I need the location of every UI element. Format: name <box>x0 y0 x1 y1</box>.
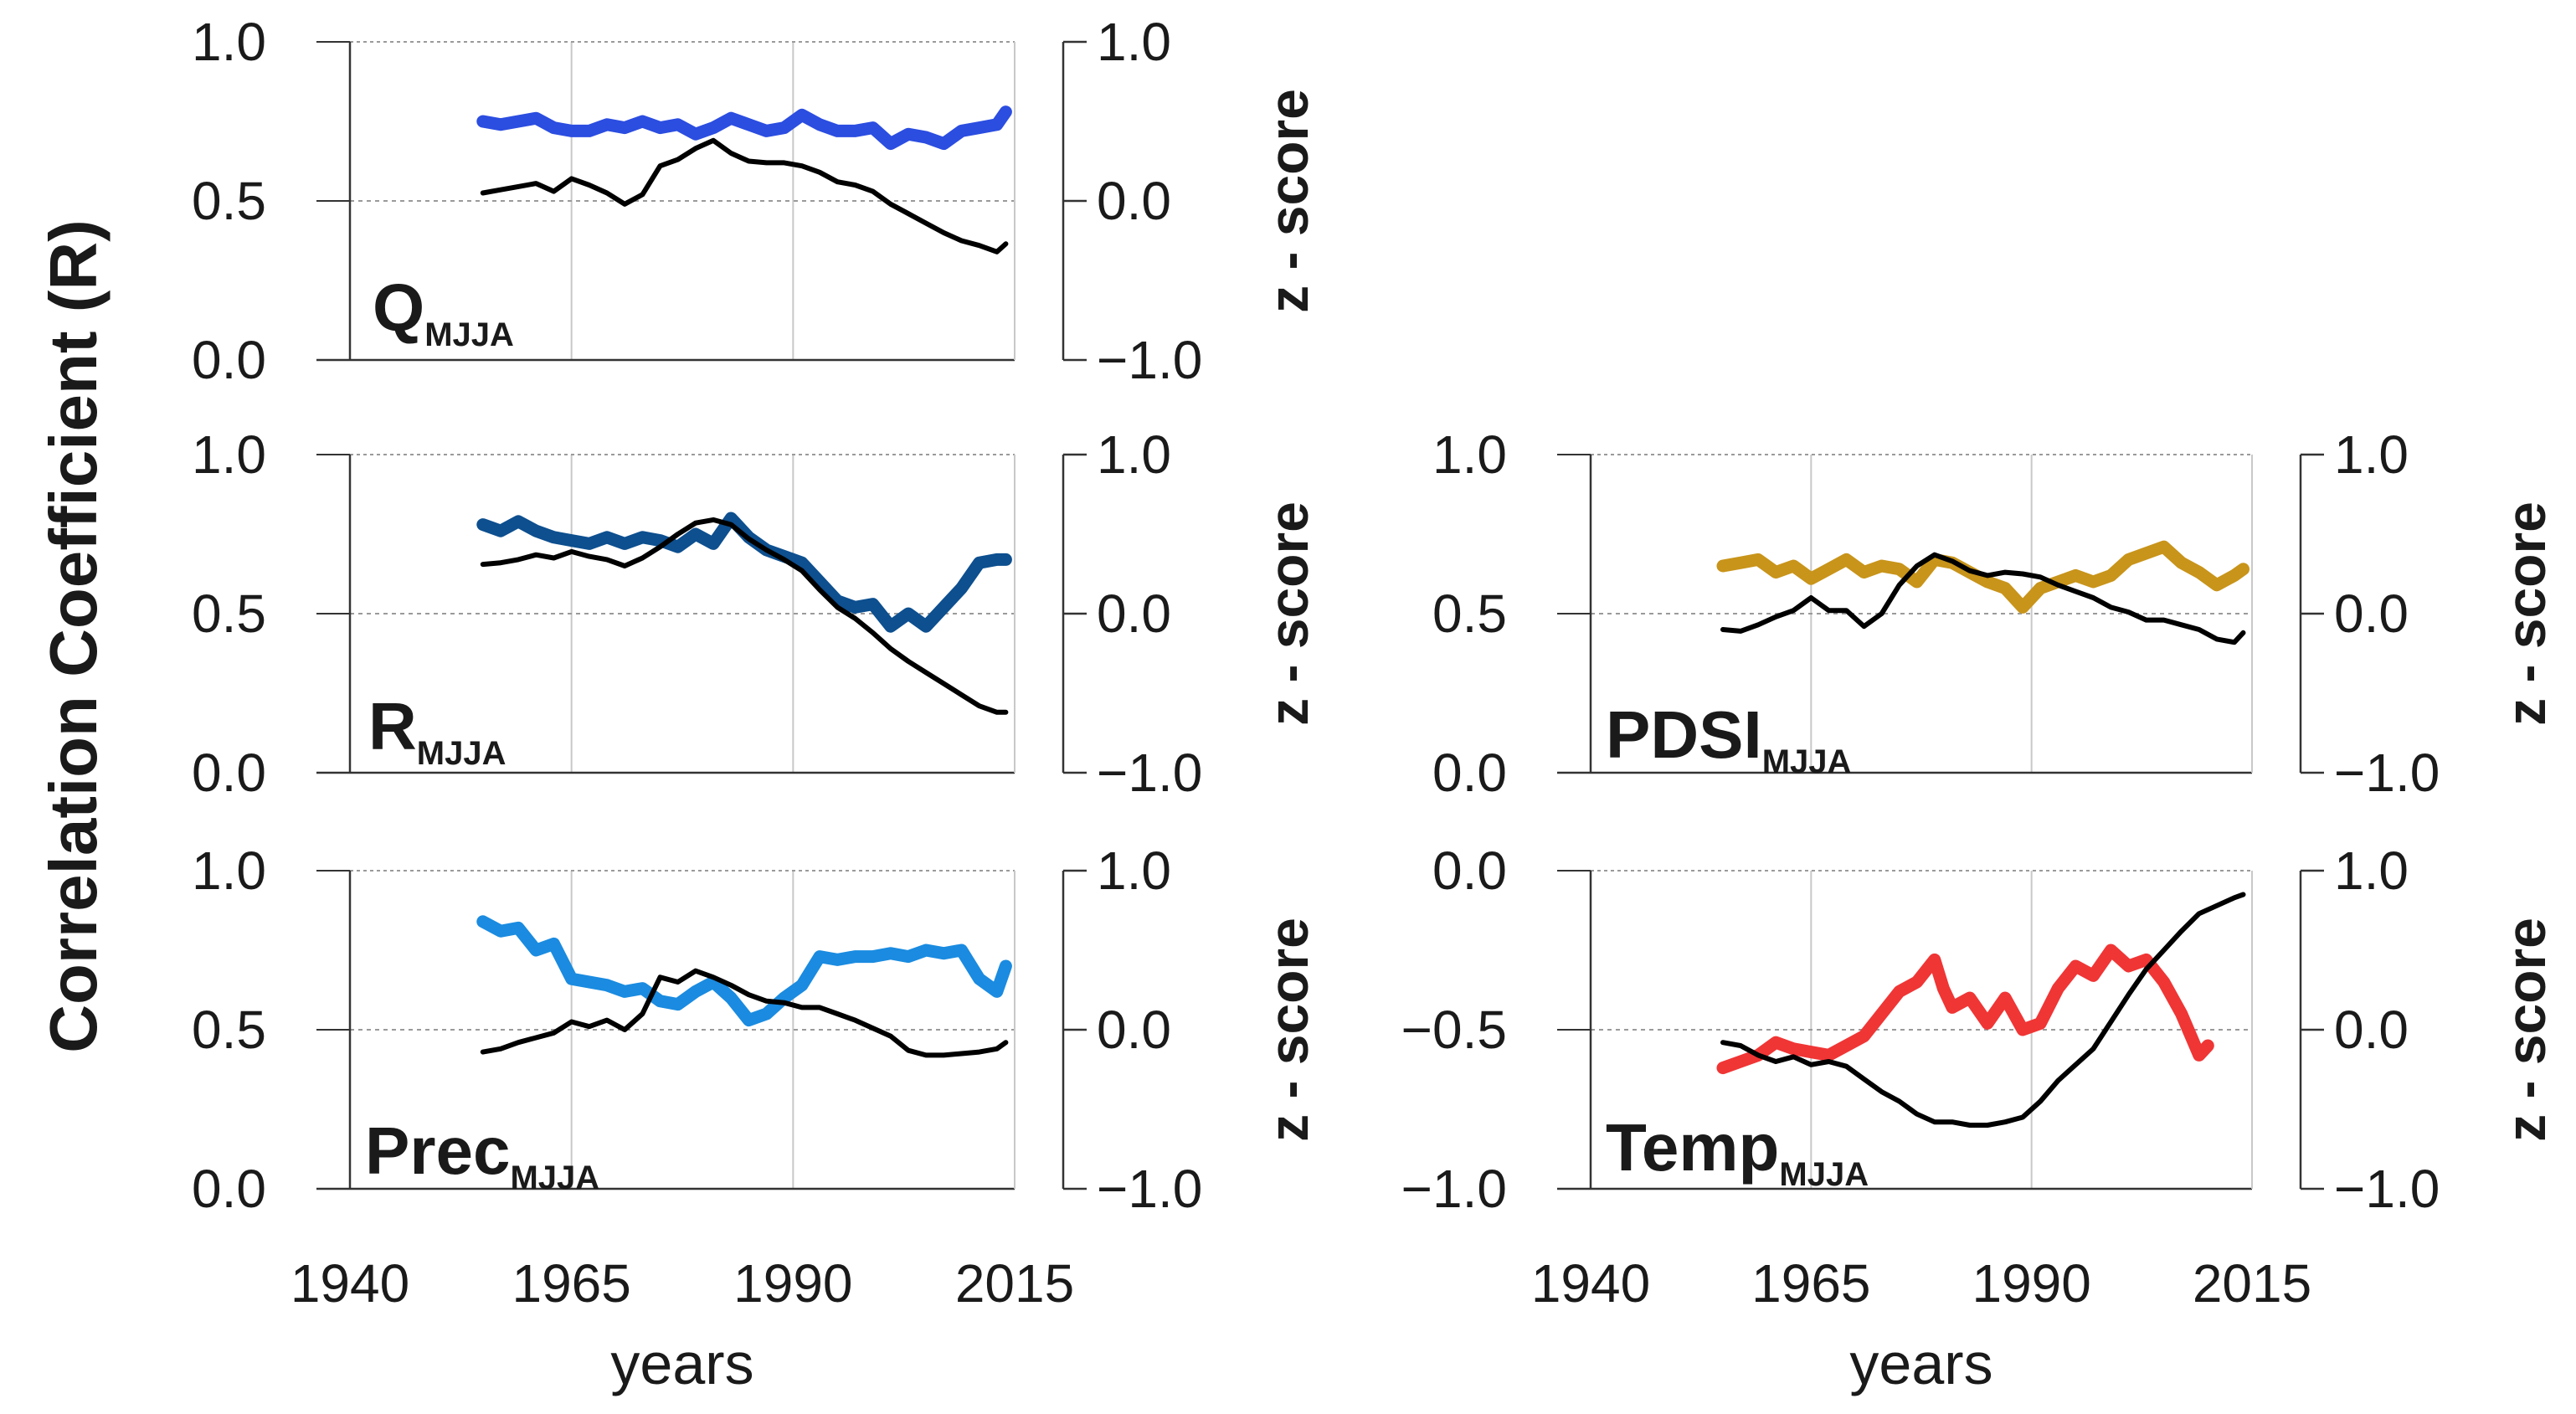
panels: 0.0 0.5 1.0 −1.0 0.0 1.0 z - score QMJJA 0.0 0.5 1… <box>192 12 2557 1396</box>
z-axis-title: z - score <box>1257 918 1319 1142</box>
z-tick-label: 1.0 <box>1097 12 1171 72</box>
panel-label-subscript: MJJA <box>1779 1156 1869 1193</box>
y-tick-label: −0.5 <box>1401 1000 1507 1060</box>
z-axis-title: z - score <box>2495 918 2557 1142</box>
y-tick-label: 0.0 <box>1432 743 1507 803</box>
y-tick-label: 0.0 <box>192 743 266 803</box>
panel-label-subscript: MJJA <box>417 735 506 772</box>
zscore-series-line <box>480 968 1009 1058</box>
y-tick-label: 0.0 <box>192 330 266 390</box>
z-tick-label: 0.0 <box>1097 584 1171 644</box>
x-tick-label: 1965 <box>512 1253 630 1314</box>
z-tick-label: 1.0 <box>1097 841 1171 901</box>
panel-pdsi: 0.0 0.5 1.0 −1.0 0.0 1.0 z - score PDSIMJJA <box>1432 424 2557 803</box>
panel-temp: −1.0 −0.5 0.0 −1.0 0.0 1.0 z - score 1940 1965 19… <box>1401 841 2557 1396</box>
x-tick-label: 2015 <box>955 1253 1074 1314</box>
panel-r: 0.0 0.5 1.0 −1.0 0.0 1.0 z - score RMJJA <box>192 424 1319 803</box>
panel-q: 0.0 0.5 1.0 −1.0 0.0 1.0 z - score QMJJA <box>192 12 1319 390</box>
z-axis-title: z - score <box>2495 501 2557 726</box>
y-tick-label: 0.0 <box>192 1159 266 1219</box>
zscore-series-line <box>480 517 1009 715</box>
z-tick-label: 0.0 <box>2334 1000 2409 1060</box>
y-tick-label: 0.0 <box>1432 841 1507 901</box>
z-tick-label: 0.0 <box>2334 584 2409 644</box>
x-axis-title: years <box>1849 1331 1992 1396</box>
y-tick-label: 0.5 <box>1432 584 1507 644</box>
panel-label: RMJJA <box>368 689 506 772</box>
panel-label-subscript: MJJA <box>424 316 514 353</box>
x-tick-label: 2015 <box>2193 1253 2311 1314</box>
correlation-series-line <box>1716 540 2250 614</box>
panel-label: TempMJJA <box>1606 1110 1869 1193</box>
z-tick-label: 1.0 <box>2334 841 2409 901</box>
panel-label-subscript: MJJA <box>510 1159 599 1196</box>
z-tick-label: −1.0 <box>1097 330 1202 390</box>
zscore-series-line <box>1720 552 2246 645</box>
x-axis-title: years <box>610 1331 753 1396</box>
z-tick-label: 0.0 <box>1097 171 1171 231</box>
x-tick-label: 1990 <box>733 1253 852 1314</box>
panel-label-subscript: MJJA <box>1762 743 1852 780</box>
y-tick-label: 1.0 <box>192 841 266 901</box>
panel-label: QMJJA <box>373 270 514 353</box>
x-tick-label: 1940 <box>1531 1253 1650 1314</box>
x-tick-label: 1940 <box>291 1253 409 1314</box>
correlation-series-line <box>1716 944 2214 1075</box>
y-tick-label: 0.5 <box>192 584 266 644</box>
panel-prec: 0.0 0.5 1.0 −1.0 0.0 1.0 z - score 1940 1965 1990… <box>192 841 1319 1396</box>
z-tick-label: 1.0 <box>2334 424 2409 485</box>
correlation-series-line <box>476 915 1012 1027</box>
z-tick-label: −1.0 <box>2334 1159 2440 1219</box>
z-axis-title: z - score <box>1257 89 1319 313</box>
z-tick-label: −1.0 <box>2334 743 2440 803</box>
y-tick-label: 0.5 <box>192 1000 266 1060</box>
y-tick-label: 1.0 <box>1432 424 1507 485</box>
panel-label: PrecMJJA <box>365 1113 599 1196</box>
correlation-series-line <box>476 105 1012 151</box>
zscore-series-line <box>1720 892 2246 1128</box>
z-tick-label: 1.0 <box>1097 424 1171 485</box>
y-tick-label: 0.5 <box>192 171 266 231</box>
panel-label: PDSIMJJA <box>1606 697 1851 780</box>
x-tick-label: 1965 <box>1751 1253 1870 1314</box>
y-tick-label: 1.0 <box>192 12 266 72</box>
z-tick-label: −1.0 <box>1097 743 1202 803</box>
zscore-series-line <box>480 137 1009 255</box>
y-axis-title: Correlation Coefficient (R) <box>36 219 111 1053</box>
y-tick-label: 1.0 <box>192 424 266 485</box>
z-tick-label: 0.0 <box>1097 1000 1171 1060</box>
y-tick-label: −1.0 <box>1401 1159 1507 1219</box>
x-tick-label: 1990 <box>1972 1253 2090 1314</box>
z-axis-title: z - score <box>1257 501 1319 726</box>
z-tick-label: −1.0 <box>1097 1159 1202 1219</box>
